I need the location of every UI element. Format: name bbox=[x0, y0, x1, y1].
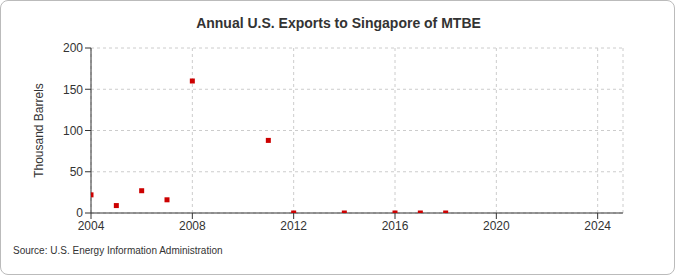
svg-text:2004: 2004 bbox=[78, 219, 105, 233]
svg-text:2020: 2020 bbox=[483, 219, 510, 233]
svg-text:200: 200 bbox=[63, 41, 83, 55]
svg-text:2008: 2008 bbox=[179, 219, 206, 233]
html-text:Annual U.S. Exports to Singapo: Annual U.S. Exports to Singapore of MTBE bbox=[196, 15, 481, 31]
svg-text:100: 100 bbox=[63, 124, 83, 138]
svg-text:2016: 2016 bbox=[382, 219, 409, 233]
svg-text:2012: 2012 bbox=[280, 219, 307, 233]
svg-text:50: 50 bbox=[70, 165, 84, 179]
svg-text:150: 150 bbox=[63, 83, 83, 97]
html-text:Source: U.S. Energy Informatio: Source: U.S. Energy Information Administ… bbox=[13, 245, 223, 256]
svg-text:0: 0 bbox=[76, 206, 83, 220]
svg-text:Thousand Barrels: Thousand Barrels bbox=[32, 83, 46, 178]
svg-text:2024: 2024 bbox=[584, 219, 611, 233]
